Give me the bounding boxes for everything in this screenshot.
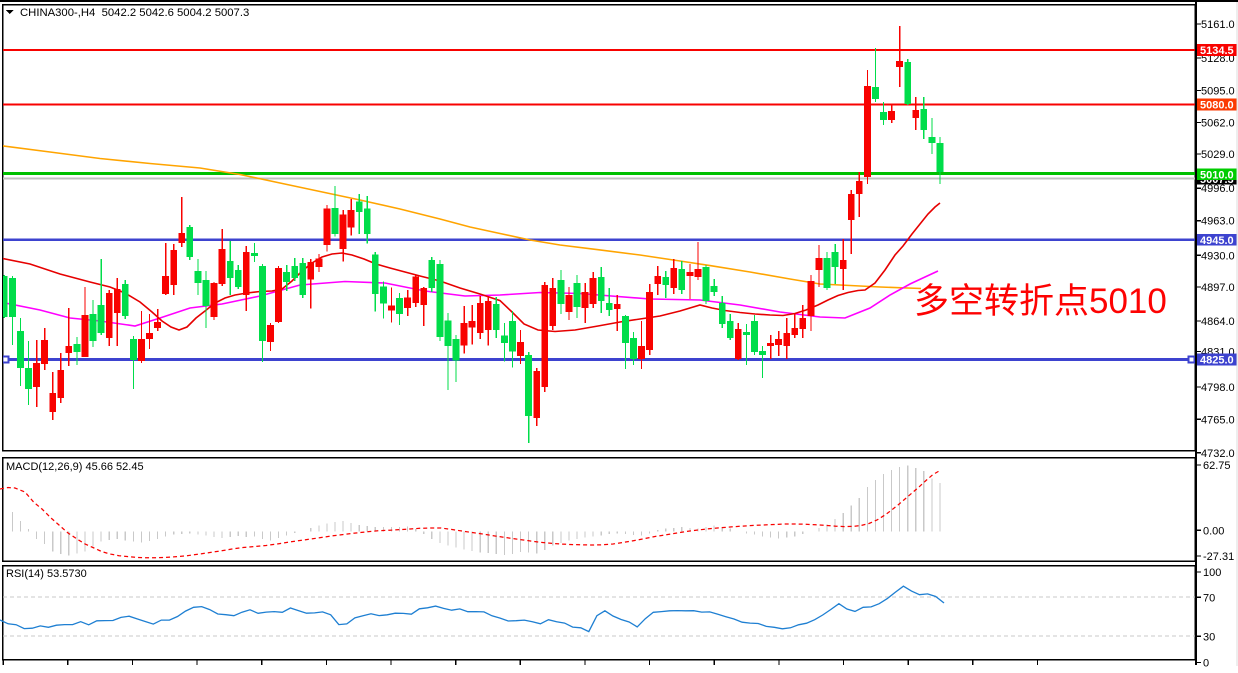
svg-text:5010.0: 5010.0 <box>1200 169 1234 181</box>
svg-text:62.75: 62.75 <box>1203 460 1231 472</box>
svg-text:RSI(14) 53.5730: RSI(14) 53.5730 <box>6 568 87 580</box>
svg-text:4996.0: 4996.0 <box>1201 183 1235 195</box>
svg-text:4825.0: 4825.0 <box>1200 355 1234 367</box>
svg-text:4930.0: 4930.0 <box>1201 250 1235 262</box>
svg-text:4798.0: 4798.0 <box>1201 382 1235 394</box>
svg-text:多空转折点5010: 多空转折点5010 <box>914 282 1167 321</box>
svg-text:70: 70 <box>1203 592 1215 604</box>
svg-text:5062.0: 5062.0 <box>1201 117 1235 129</box>
svg-text:4864.0: 4864.0 <box>1201 316 1235 328</box>
svg-text:0.00: 0.00 <box>1203 525 1224 537</box>
svg-text:5080.0: 5080.0 <box>1200 100 1234 112</box>
svg-text:0: 0 <box>1203 658 1209 670</box>
svg-text:4765.0: 4765.0 <box>1201 414 1235 426</box>
svg-text:5128.0: 5128.0 <box>1201 53 1235 65</box>
svg-text:5029.0: 5029.0 <box>1201 149 1235 161</box>
svg-text:5095.0: 5095.0 <box>1201 86 1235 98</box>
svg-text:4897.0: 4897.0 <box>1201 282 1235 294</box>
svg-text:5134.5: 5134.5 <box>1200 45 1234 57</box>
svg-text:4963.0: 4963.0 <box>1201 216 1235 228</box>
svg-text:100: 100 <box>1203 567 1221 579</box>
svg-text:-27.31: -27.31 <box>1203 551 1234 563</box>
svg-text:CHINA300-,H4 5042.2 5042.6 50: CHINA300-,H4 5042.2 5042.6 5004.2 5007.3 <box>20 7 249 19</box>
svg-text:4945.0: 4945.0 <box>1200 235 1234 247</box>
svg-text:30: 30 <box>1203 631 1215 643</box>
svg-text:4732.0: 4732.0 <box>1201 448 1235 460</box>
svg-text:MACD(12,26,9) 45.66 52.45: MACD(12,26,9) 45.66 52.45 <box>6 461 144 473</box>
svg-text:5161.0: 5161.0 <box>1201 19 1235 31</box>
